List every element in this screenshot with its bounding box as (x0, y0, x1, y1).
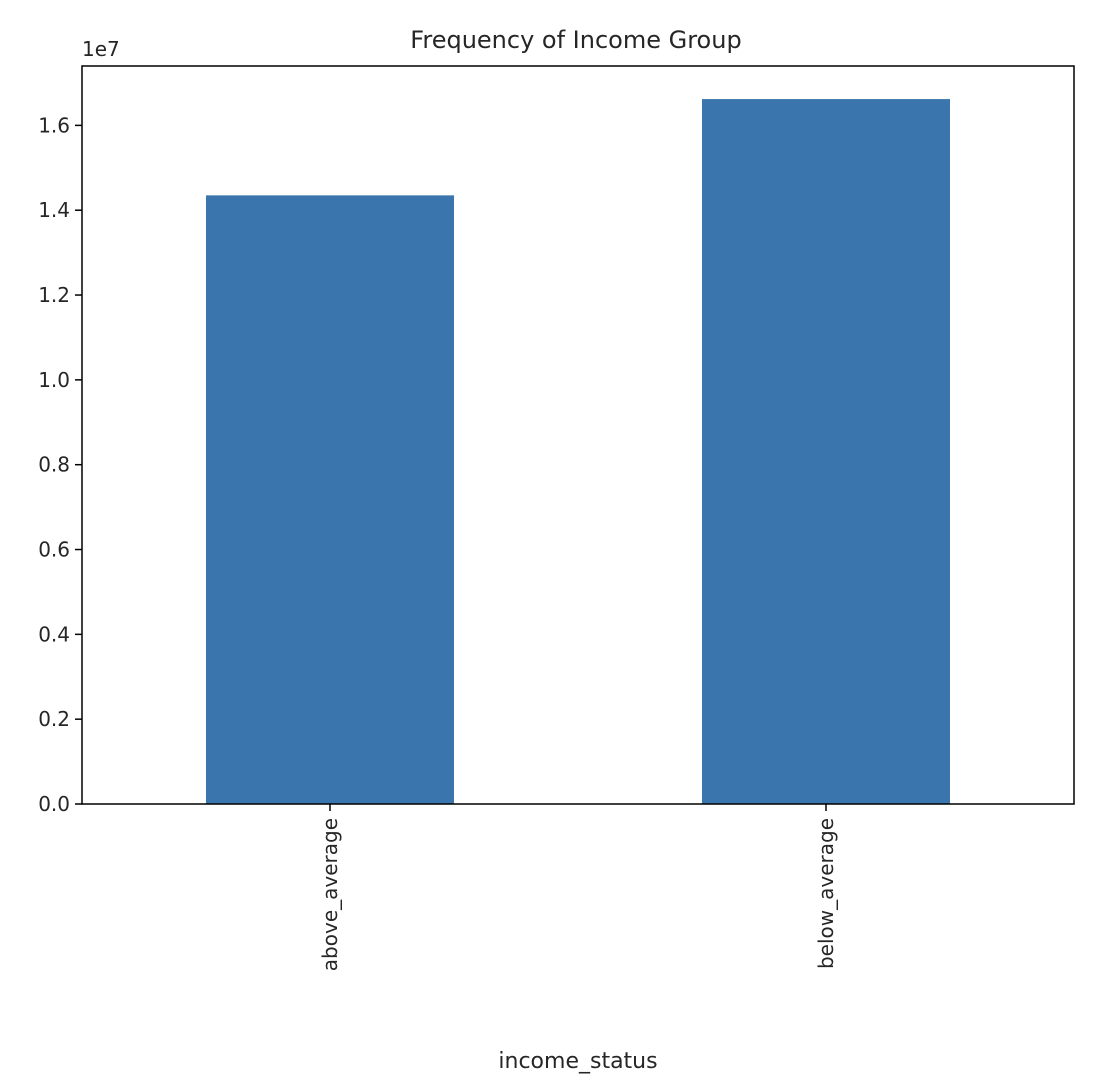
y-axis-offset-label: 1e7 (82, 37, 120, 61)
x-tick-label: below_average (814, 818, 838, 969)
y-tick-label: 0.4 (38, 622, 70, 646)
plot-frame (81, 65, 1075, 805)
y-tick-label: 1.0 (38, 368, 70, 392)
chart-title: Frequency of Income Group (410, 26, 741, 54)
x-tick-label: above_average (318, 818, 342, 971)
bar-above-average (206, 195, 454, 805)
bars-group (206, 99, 950, 805)
y-tick-label: 1.6 (38, 113, 70, 137)
y-axis-ticks: 0.0 0.2 0.4 0.6 0.8 1.0 1.2 1.4 1.6 (38, 113, 82, 816)
x-axis-ticks: above_average below_average (318, 804, 838, 971)
y-tick-label: 0.0 (38, 792, 70, 816)
y-tick-label: 1.4 (38, 198, 70, 222)
bar-below-average (702, 99, 950, 804)
y-tick-label: 1.2 (38, 283, 70, 307)
y-tick-label: 0.2 (38, 707, 70, 731)
y-tick-label: 0.6 (38, 538, 70, 562)
x-axis-label: income_status (498, 1049, 657, 1074)
y-tick-label: 0.8 (38, 453, 70, 477)
